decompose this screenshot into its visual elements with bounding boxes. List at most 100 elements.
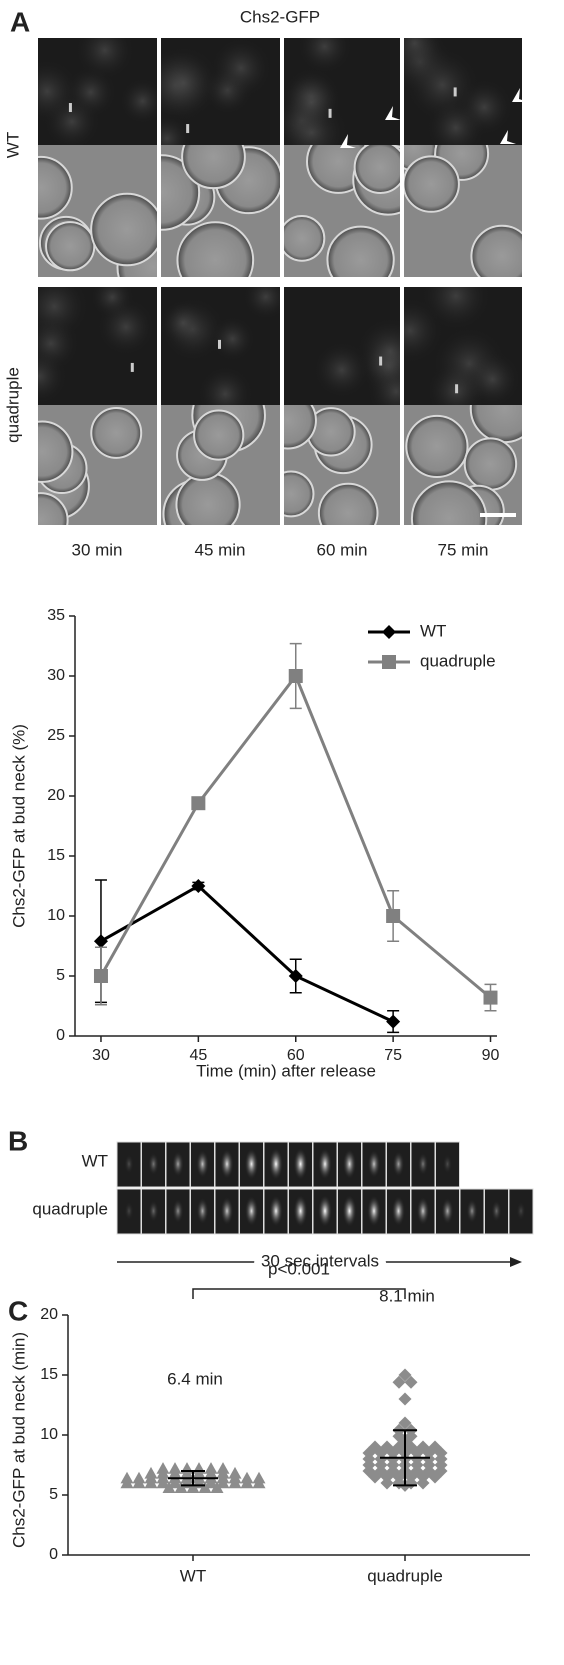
panel-label: A — [10, 6, 30, 37]
micrograph — [284, 145, 400, 277]
legend-label: WT — [420, 621, 446, 640]
data-point — [386, 909, 401, 923]
column-label: 60 min — [316, 540, 367, 559]
micrograph — [161, 145, 280, 277]
neck-signal — [186, 124, 190, 134]
cell-glow — [38, 347, 68, 405]
kymo-signal — [220, 1196, 234, 1226]
x-axis-title: Time (min) after release — [196, 1061, 376, 1080]
cell-glow — [38, 58, 80, 124]
mean-label: 8.1 min — [379, 1286, 435, 1305]
micrograph — [404, 145, 522, 277]
kymo-signal — [124, 1201, 134, 1221]
cell — [470, 224, 522, 277]
micrograph — [161, 38, 280, 145]
x-tick-label: 60 — [287, 1047, 305, 1064]
micrograph — [284, 405, 400, 525]
y-tick-label: 15 — [40, 1366, 58, 1383]
arrowhead — [500, 130, 516, 144]
legend-marker — [382, 655, 396, 669]
kymo-signal — [318, 1195, 332, 1227]
kymo-signal — [269, 1195, 283, 1227]
data-point — [252, 1471, 266, 1484]
mean-label: 6.4 min — [167, 1369, 223, 1388]
kymo-signal — [196, 1150, 209, 1178]
data-point — [204, 1462, 218, 1474]
kymo-signal — [392, 1151, 405, 1177]
y-tick-label: 25 — [47, 727, 65, 744]
arrowhead — [385, 106, 401, 120]
y-tick-label: 35 — [47, 607, 65, 624]
data-point — [404, 1375, 418, 1389]
legend-label: quadruple — [420, 651, 496, 670]
cell — [404, 155, 460, 213]
kymo-signal — [172, 1151, 184, 1177]
column-label: 75 min — [437, 540, 488, 559]
x-tick-label: 90 — [482, 1047, 500, 1064]
cell — [284, 405, 317, 450]
data-point — [386, 1014, 401, 1029]
kymo-signal — [417, 1152, 429, 1176]
kymo-signal — [516, 1201, 526, 1221]
data-point — [192, 1462, 206, 1474]
data-point — [191, 879, 206, 893]
cell — [193, 409, 245, 461]
y-tick-label: 5 — [49, 1486, 58, 1503]
y-tick-label: 0 — [49, 1546, 58, 1563]
x-tick-label: WT — [180, 1566, 206, 1585]
cell — [45, 221, 96, 272]
data-point — [198, 1481, 212, 1493]
cell-glow — [355, 316, 400, 386]
cell — [284, 214, 326, 262]
cell — [317, 482, 379, 525]
neck-signal — [455, 384, 459, 394]
panel-label: C — [8, 1295, 28, 1326]
data-point — [240, 1471, 254, 1484]
arrow-head — [510, 1257, 522, 1267]
y-tick-label: 30 — [47, 667, 65, 684]
data-point — [398, 1392, 412, 1406]
x-tick-label: 45 — [189, 1047, 207, 1064]
cell-glow — [296, 38, 353, 75]
row-label: quadruple — [32, 1199, 108, 1218]
x-tick-label: 30 — [92, 1047, 110, 1064]
y-axis-title: Chs2-GFP at bud neck (%) — [9, 724, 28, 928]
neck-signal — [379, 356, 383, 366]
data-point — [380, 1476, 394, 1490]
y-tick-label: 10 — [47, 907, 65, 924]
cell — [38, 155, 73, 220]
neck-signal — [453, 87, 457, 97]
cell — [181, 145, 246, 190]
kymo-tile — [116, 1141, 142, 1188]
data-point — [210, 1481, 224, 1493]
kymo-signal — [220, 1149, 234, 1179]
data-point — [93, 934, 108, 949]
data-point — [392, 1375, 406, 1389]
cell — [405, 414, 469, 478]
kymo-signal — [342, 1195, 357, 1227]
legend-marker — [382, 625, 396, 639]
data-point — [288, 669, 303, 683]
data-point — [483, 990, 498, 1005]
data-point — [162, 1481, 176, 1493]
micrograph — [404, 287, 522, 405]
data-point — [398, 1368, 412, 1382]
neck-signal — [130, 362, 134, 372]
data-point — [174, 1481, 188, 1493]
cell-glow — [161, 299, 207, 346]
micrograph — [404, 38, 522, 145]
data-point — [168, 1462, 182, 1474]
kymo-signal — [491, 1200, 502, 1222]
micrograph — [161, 287, 280, 405]
series-line — [99, 673, 492, 999]
cell-glow — [210, 38, 272, 99]
row-label: quadruple — [3, 367, 22, 443]
row-label: WT — [3, 132, 22, 158]
data-point — [216, 1462, 230, 1474]
cell — [463, 437, 518, 491]
kymo-signal — [124, 1154, 134, 1174]
cell — [284, 470, 315, 518]
kymo-signal — [269, 1148, 283, 1180]
cell — [90, 192, 157, 267]
neck-signal — [68, 103, 72, 113]
